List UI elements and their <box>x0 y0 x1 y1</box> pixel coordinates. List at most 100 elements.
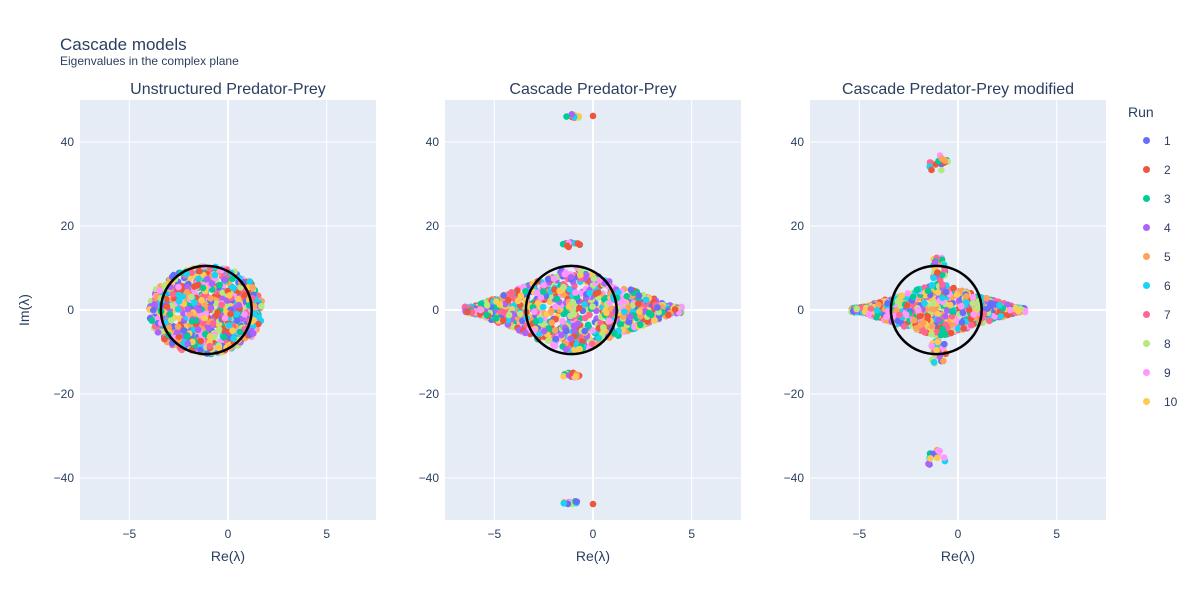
data-point <box>191 299 198 307</box>
data-point <box>930 300 937 307</box>
legend-item[interactable]: 5 <box>1126 242 1177 271</box>
data-point <box>642 296 650 304</box>
data-point <box>898 292 906 299</box>
data-point <box>200 319 207 327</box>
legend-marker-icon <box>1143 137 1150 144</box>
data-point <box>665 311 672 319</box>
data-point <box>645 310 653 317</box>
data-point <box>207 295 214 302</box>
data-point <box>562 346 570 353</box>
data-point <box>948 313 956 320</box>
data-point <box>188 318 196 325</box>
data-point <box>968 321 975 329</box>
data-point <box>939 325 946 333</box>
x-tick-label: 0 <box>590 527 597 541</box>
data-point <box>233 310 240 318</box>
data-point <box>221 314 229 322</box>
data-point <box>560 500 568 507</box>
data-point <box>651 316 658 324</box>
y-tick-label: 40 <box>426 135 440 149</box>
data-point <box>166 311 174 318</box>
data-point <box>1006 306 1014 314</box>
data-point <box>929 305 936 313</box>
data-point <box>534 299 542 307</box>
data-point <box>211 271 219 279</box>
data-point <box>902 311 910 319</box>
legend-label: 4 <box>1164 220 1171 235</box>
data-point <box>962 298 970 306</box>
data-point <box>522 329 529 337</box>
data-point <box>227 310 234 318</box>
legend-item[interactable]: 8 <box>1126 329 1177 358</box>
data-point <box>576 345 583 353</box>
data-point <box>985 317 993 325</box>
data-point <box>940 454 948 461</box>
data-point <box>586 289 593 297</box>
x-tick-label: −5 <box>852 527 866 541</box>
data-point <box>220 334 228 341</box>
y-tick-label: 0 <box>797 303 804 317</box>
data-point <box>225 322 233 329</box>
legend-label: 3 <box>1164 191 1171 206</box>
data-point <box>566 286 573 293</box>
legend-item[interactable]: 2 <box>1126 155 1177 184</box>
data-point <box>917 321 924 329</box>
data-point <box>928 322 936 330</box>
data-point <box>214 309 221 316</box>
data-point <box>184 283 191 291</box>
data-point <box>904 290 912 297</box>
legend-label: 10 <box>1164 394 1178 409</box>
data-point <box>938 166 945 174</box>
data-point <box>483 302 491 309</box>
data-point <box>585 322 592 330</box>
data-point <box>576 304 583 312</box>
legend-item[interactable]: 9 <box>1126 358 1177 387</box>
legend-item[interactable]: 7 <box>1126 300 1177 329</box>
data-point <box>589 303 596 310</box>
legend-label: 5 <box>1164 249 1171 264</box>
data-point <box>959 309 967 317</box>
data-point <box>174 306 182 313</box>
data-point <box>875 301 882 309</box>
legend-item[interactable]: 6 <box>1126 271 1177 300</box>
legend-label: 2 <box>1164 162 1171 177</box>
data-point <box>199 284 207 292</box>
legend-item[interactable]: 4 <box>1126 213 1177 242</box>
data-point <box>546 298 554 306</box>
data-point <box>589 112 597 120</box>
data-point <box>933 346 940 354</box>
data-point <box>1004 301 1011 309</box>
y-tick-label: 0 <box>432 303 439 317</box>
x-tick-label: 5 <box>1053 527 1060 541</box>
data-point <box>986 303 994 310</box>
data-point <box>948 308 956 315</box>
data-point <box>1015 308 1022 315</box>
data-point <box>909 293 917 301</box>
x-axis-label: Re(λ) <box>576 548 610 564</box>
y-tick-label: −40 <box>54 471 75 485</box>
data-point <box>634 300 642 308</box>
data-point <box>180 327 188 334</box>
legend-item[interactable]: 1 <box>1126 126 1177 155</box>
data-point <box>552 335 560 343</box>
data-point <box>627 286 635 293</box>
x-axis-label: Re(λ) <box>941 548 975 564</box>
data-point <box>184 340 192 347</box>
data-point <box>636 308 643 316</box>
data-point <box>221 276 228 283</box>
data-point <box>165 324 173 331</box>
legend-item[interactable]: 10 <box>1126 387 1177 416</box>
data-point <box>563 327 570 335</box>
subplot: −5 0 5 −40 −20 0 20 40 Cascade Predator-Prey Re(λ… <box>419 81 741 564</box>
y-tick-label: −20 <box>419 387 440 401</box>
data-point <box>974 304 982 312</box>
data-point <box>928 166 935 174</box>
data-point <box>559 317 566 325</box>
data-point <box>548 319 556 327</box>
data-point <box>249 284 256 291</box>
reference-circle <box>159 264 253 356</box>
legend-item[interactable]: 3 <box>1126 184 1177 213</box>
data-point <box>565 303 573 311</box>
reference-circle <box>524 264 618 356</box>
data-point <box>188 269 196 276</box>
